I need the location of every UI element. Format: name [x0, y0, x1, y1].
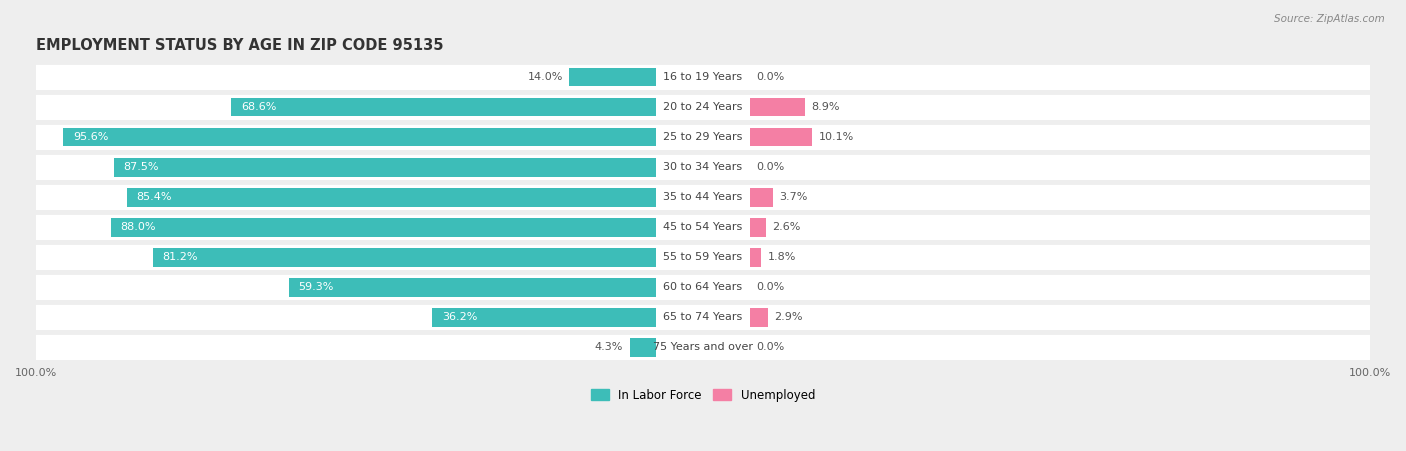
Text: 95.6%: 95.6% [73, 132, 108, 142]
Text: 68.6%: 68.6% [240, 102, 276, 112]
Text: EMPLOYMENT STATUS BY AGE IN ZIP CODE 95135: EMPLOYMENT STATUS BY AGE IN ZIP CODE 951… [37, 37, 444, 53]
Text: 87.5%: 87.5% [124, 162, 159, 172]
Bar [569, 68, 657, 87]
Text: 0.0%: 0.0% [756, 342, 785, 352]
Bar [153, 248, 657, 267]
Bar [127, 188, 657, 207]
Bar [37, 184, 1369, 211]
Text: 3.7%: 3.7% [779, 192, 807, 202]
Text: 1.8%: 1.8% [768, 252, 796, 262]
Bar [630, 338, 657, 357]
Bar [37, 64, 1369, 90]
Text: 85.4%: 85.4% [136, 192, 172, 202]
Bar [37, 214, 1369, 240]
Text: 14.0%: 14.0% [527, 72, 562, 82]
Text: 8.9%: 8.9% [811, 102, 839, 112]
Bar [749, 218, 766, 236]
Text: 20 to 24 Years: 20 to 24 Years [664, 102, 742, 112]
Bar [114, 158, 657, 176]
Bar [432, 308, 657, 327]
Text: 0.0%: 0.0% [756, 282, 785, 292]
Bar [749, 188, 773, 207]
Text: 4.3%: 4.3% [595, 342, 623, 352]
Text: 81.2%: 81.2% [163, 252, 198, 262]
Legend: In Labor Force, Unemployed: In Labor Force, Unemployed [586, 384, 820, 406]
Bar [231, 98, 657, 116]
Text: 0.0%: 0.0% [756, 162, 785, 172]
Text: Source: ZipAtlas.com: Source: ZipAtlas.com [1274, 14, 1385, 23]
Text: 35 to 44 Years: 35 to 44 Years [664, 192, 742, 202]
Text: 55 to 59 Years: 55 to 59 Years [664, 252, 742, 262]
Bar [288, 278, 657, 297]
Bar [37, 304, 1369, 331]
Bar [749, 98, 804, 116]
Text: 36.2%: 36.2% [441, 312, 477, 322]
Text: 2.9%: 2.9% [775, 312, 803, 322]
Text: 25 to 29 Years: 25 to 29 Years [664, 132, 742, 142]
Text: 60 to 64 Years: 60 to 64 Years [664, 282, 742, 292]
Bar [749, 308, 768, 327]
Text: 0.0%: 0.0% [756, 72, 785, 82]
Text: 65 to 74 Years: 65 to 74 Years [664, 312, 742, 322]
Bar [63, 128, 657, 147]
Bar [37, 94, 1369, 120]
Text: 30 to 34 Years: 30 to 34 Years [664, 162, 742, 172]
Bar [37, 154, 1369, 180]
Bar [37, 244, 1369, 271]
Text: 75 Years and over: 75 Years and over [652, 342, 754, 352]
Bar [749, 128, 813, 147]
Text: 45 to 54 Years: 45 to 54 Years [664, 222, 742, 232]
Text: 10.1%: 10.1% [818, 132, 855, 142]
Bar [37, 124, 1369, 150]
Bar [37, 334, 1369, 360]
Text: 16 to 19 Years: 16 to 19 Years [664, 72, 742, 82]
Bar [749, 248, 761, 267]
Text: 59.3%: 59.3% [298, 282, 333, 292]
Text: 2.6%: 2.6% [772, 222, 801, 232]
Bar [37, 274, 1369, 300]
Text: 88.0%: 88.0% [121, 222, 156, 232]
Bar [111, 218, 657, 236]
